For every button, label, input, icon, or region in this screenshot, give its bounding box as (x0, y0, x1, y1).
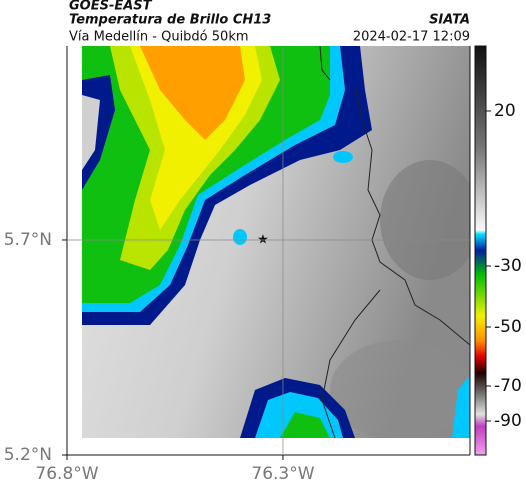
satellite-image: ★ (82, 46, 470, 438)
colorbar-tick-label: -50 (494, 317, 522, 337)
colorbar-tick-label: -70 (494, 376, 522, 396)
product: GOES-EAST (69, 0, 153, 14)
y-tick-label: 5.7°N (4, 230, 52, 250)
y-tick-label: 5.2°N (4, 445, 52, 465)
subtitle: Vía Medellín - Quibdó 50km (69, 30, 249, 45)
title: Temperatura de Brillo CH13 (69, 13, 271, 28)
axes (66, 46, 471, 456)
source: SIATA (429, 13, 470, 28)
x-tick-label: 76.8°W (35, 464, 98, 484)
colorbar-tick-label: -90 (494, 411, 522, 431)
colorbar-tick-label: -30 (494, 256, 522, 276)
colorbar-tick-label: 20 (494, 101, 516, 121)
timestamp: 2024-02-17 12:09 (353, 30, 470, 45)
x-tick-label: 76.3°W (251, 464, 314, 484)
colorbar (474, 45, 487, 456)
